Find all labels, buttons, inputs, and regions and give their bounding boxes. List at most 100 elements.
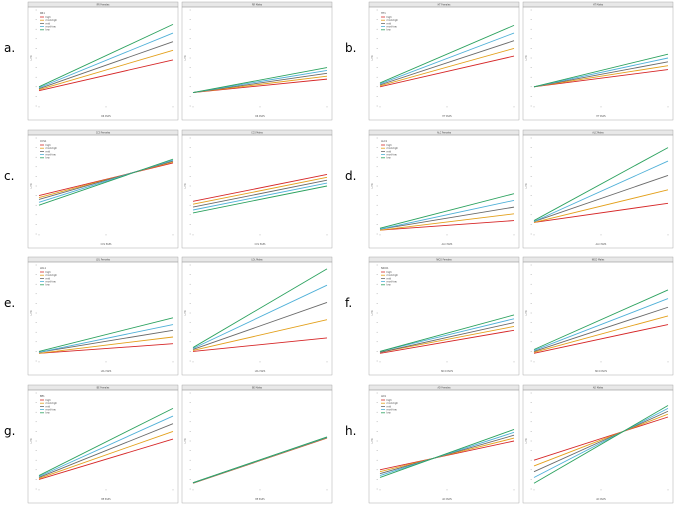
legend-entry: high xyxy=(46,16,52,19)
x-axis-label: LDL PGPS xyxy=(255,370,266,373)
legend-entry: high xyxy=(46,271,52,274)
series-line-mod-high xyxy=(192,176,328,205)
series-line-mod-low xyxy=(533,57,669,88)
series-line-mid xyxy=(192,72,328,94)
legend-entry: low xyxy=(46,412,50,415)
series-line-mid xyxy=(38,41,174,90)
y-axis-label: L.HR xyxy=(184,183,187,189)
legend-entry: low xyxy=(46,157,50,160)
series-line-mod-high xyxy=(192,319,328,351)
series-line-high xyxy=(379,55,515,88)
series-line-mod-high xyxy=(379,437,515,473)
series-line-low xyxy=(192,185,328,214)
series-line-high xyxy=(379,440,515,471)
panel-letter: c. xyxy=(4,169,14,183)
x-axis-label: BE PGPS xyxy=(255,498,265,501)
series-line-low xyxy=(533,405,669,484)
x-axis-label: NICO PGPS xyxy=(441,370,454,373)
panel-letter: g. xyxy=(4,424,15,438)
series-line-high xyxy=(38,162,174,197)
legend-title: RR1 xyxy=(40,12,45,15)
chart-panel: h. AD Females AD PGPS L.HR AD1highmod-highmi… xyxy=(345,384,674,504)
chart-panel: g. BE Females BE PGPS L.HR BE1highmod-highmi… xyxy=(4,384,333,504)
y-axis-label: L.HR xyxy=(184,55,187,61)
series-line-high xyxy=(192,337,328,352)
series-line-mod-low xyxy=(192,70,328,94)
facet-title: LDL Females xyxy=(96,259,111,262)
series-line-low xyxy=(379,314,515,352)
series-line-low xyxy=(38,407,174,476)
facet-title: RR Males xyxy=(252,4,263,7)
x-axis-label: ALC PGPS xyxy=(596,243,607,246)
series-line-mod-high xyxy=(533,189,669,223)
y-axis-label: L.HR xyxy=(371,310,374,316)
legend-entry: mod-low xyxy=(46,409,56,412)
y-axis-label: L.HR xyxy=(371,55,374,61)
series-line-mid xyxy=(533,175,669,222)
facet: HT Males HT PGPS L.HR xyxy=(522,1,674,121)
x-axis-label: CCS PGPS xyxy=(101,243,112,246)
legend-entry: mod-low xyxy=(387,26,397,29)
facet-title: NICO Females xyxy=(436,259,452,262)
series-line-mid xyxy=(379,206,515,230)
series-line-mid xyxy=(192,302,328,350)
legend-entry: mod-high xyxy=(46,402,58,405)
y-axis-label: L.HR xyxy=(30,183,33,189)
series-line-mid xyxy=(192,179,328,208)
facet-frame xyxy=(522,389,674,504)
facet-frame xyxy=(181,6,333,121)
series-line-mod-low xyxy=(533,298,669,351)
series-line-mod-low xyxy=(192,284,328,349)
chart-panel: a. RR Females RR PGPS L.HR RR1highmod-highmi… xyxy=(4,1,333,121)
series-line-high xyxy=(379,220,515,231)
series-line-mid xyxy=(379,40,515,86)
series-line-mod-high xyxy=(379,47,515,87)
y-axis-label: L.HR xyxy=(30,310,33,316)
series-line-mod-high xyxy=(533,413,669,467)
series-line-mid xyxy=(533,410,669,473)
y-axis-label: L.HR xyxy=(525,438,528,444)
facet-title: RR Females xyxy=(97,4,111,7)
chart-panel: c. CCS Females CCS PGPS L.HR CCS1highmod-hig… xyxy=(4,129,333,249)
series-line-low xyxy=(192,268,328,348)
x-axis-label: HT PGPS xyxy=(596,115,606,118)
legend-title: ALC1 xyxy=(381,140,388,143)
facet-title: AD Males xyxy=(593,387,604,390)
facet: RR Females RR PGPS L.HR RR1highmod-highmidm… xyxy=(27,1,179,121)
series-line-low xyxy=(379,429,515,478)
legend-entry: mod-high xyxy=(387,402,399,405)
facet: RR Males RR PGPS L.HR xyxy=(181,1,333,121)
series-line-high xyxy=(192,174,328,202)
facet-title: BE Females xyxy=(97,387,110,390)
legend-entry: mid xyxy=(46,22,51,25)
chart-panel: e. LDL Females LDL PGPS L.HR LDL1highmod-hig… xyxy=(4,256,333,376)
legend-entry: low xyxy=(387,284,391,287)
series-line-mod-high xyxy=(38,161,174,198)
legend-entry: mod-low xyxy=(387,281,397,284)
facet-title: AD Females xyxy=(438,387,452,390)
legend-title: AD1 xyxy=(381,395,386,398)
facet-title: BE Males xyxy=(252,387,263,390)
series-line-low xyxy=(533,53,669,88)
series-line-low xyxy=(38,158,174,206)
legend-entry: low xyxy=(387,29,391,32)
y-axis-label: L.HR xyxy=(525,183,528,189)
legend-entry: mod-high xyxy=(387,274,399,277)
legend-entry: high xyxy=(387,399,393,402)
facet-frame xyxy=(27,389,179,504)
y-axis-label: L.HR xyxy=(371,438,374,444)
legend-entry: mod-high xyxy=(387,19,399,22)
series-line-mod-low xyxy=(379,318,515,352)
series-line-mod-high xyxy=(38,430,174,479)
series-line-high xyxy=(38,59,174,92)
series-line-low xyxy=(379,193,515,229)
legend-entry: mod-high xyxy=(46,147,58,150)
legend-title: BE1 xyxy=(40,395,45,398)
facet-frame xyxy=(27,6,179,121)
facet: ALC Males ALC PGPS L.HR xyxy=(522,129,674,249)
